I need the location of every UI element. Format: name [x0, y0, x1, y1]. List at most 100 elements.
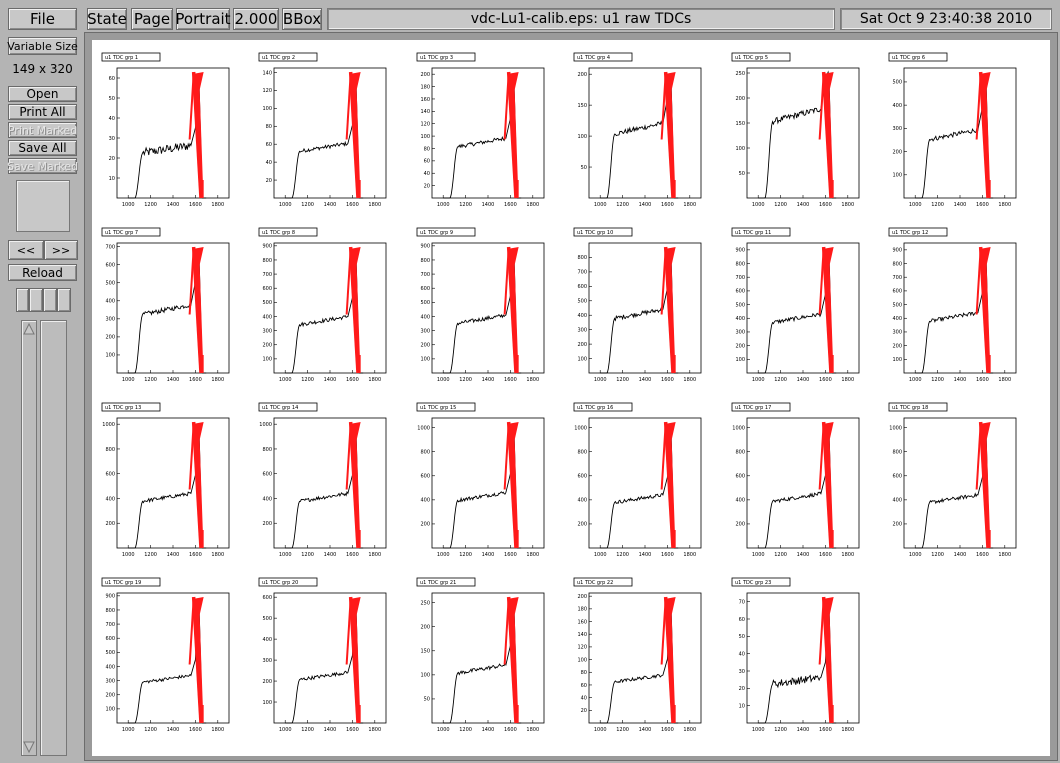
next-page-button[interactable]: >>	[44, 240, 78, 260]
upper-cut-marker	[821, 246, 833, 374]
histogram-line	[915, 76, 994, 199]
panel-title-box	[888, 227, 948, 237]
histogram-line	[443, 253, 522, 374]
y-tick-label: 100	[262, 357, 272, 363]
y-tick-label: 600	[105, 636, 115, 642]
y-tick-label: 800	[892, 261, 902, 267]
histogram-line	[285, 253, 364, 374]
y-tick-label: 600	[262, 286, 272, 292]
y-tick-label: 100	[577, 657, 587, 663]
print-marked-button[interactable]: Print Marked	[7, 122, 78, 138]
bbox-button[interactable]: BBox	[282, 8, 322, 30]
y-tick-label: 100	[262, 700, 272, 706]
y-tick-label: 180	[577, 607, 587, 613]
y-tick-label: 600	[892, 474, 902, 480]
page-mark-toggle-2[interactable]	[29, 288, 43, 312]
y-tick-label: 120	[577, 645, 587, 651]
page-menu-button[interactable]: Page	[131, 8, 173, 30]
cut-marker-stem	[503, 598, 510, 665]
y-tick-label: 200	[420, 522, 430, 528]
y-tick-label: 400	[577, 498, 587, 504]
x-tick-label: 1400	[324, 727, 337, 733]
y-tick-label: 900	[262, 244, 272, 250]
y-tick-label: 700	[892, 275, 902, 281]
y-tick-label: 500	[892, 80, 902, 86]
cut-marker-stem	[660, 248, 667, 315]
cut-marker-stem	[345, 423, 352, 490]
x-tick-label: 1400	[167, 552, 180, 558]
panel-title-box	[101, 577, 161, 587]
y-tick-label: 40	[581, 695, 587, 701]
page-list-scrollbar[interactable]	[21, 320, 37, 756]
save-marked-button[interactable]: Save Marked	[7, 158, 78, 174]
panel-title: u1 TDC grp 12	[892, 230, 928, 236]
upper-cut-marker	[663, 421, 675, 549]
y-tick-label: 30	[739, 669, 745, 675]
scroll-up-arrow-icon[interactable]	[23, 322, 35, 335]
y-tick-label: 500	[420, 300, 430, 306]
panel-title: u1 TDC grp 15	[420, 405, 456, 411]
cut-marker-stem	[975, 73, 982, 140]
y-tick-label: 500	[735, 302, 745, 308]
upper-cut-marker	[348, 246, 360, 374]
tdc-histogram-panel: u1 TDC grp 6 1000 1200 1400 1600 1800 100 200 30…	[888, 52, 1017, 208]
previous-page-button[interactable]: <<	[8, 240, 44, 260]
plot-frame	[116, 592, 230, 724]
cut-marker-stem	[818, 423, 825, 490]
panel-title: u1 TDC grp 16	[577, 405, 613, 411]
y-tick-label: 200	[420, 72, 430, 78]
page-list[interactable]	[40, 320, 67, 756]
cut-marker-stem	[188, 248, 195, 315]
panel-title-box	[101, 402, 161, 412]
histogram-line	[915, 429, 994, 549]
upper-cut-marker	[506, 421, 518, 549]
panel-title: u1 TDC grp 2	[262, 55, 295, 61]
page-thumbnail-area[interactable]	[16, 180, 70, 232]
x-tick-label: 1000	[437, 202, 450, 208]
x-tick-label: 1800	[841, 727, 854, 733]
x-tick-label: 1000	[437, 552, 450, 558]
open-button[interactable]: Open	[8, 86, 77, 102]
reload-button[interactable]: Reload	[8, 264, 77, 281]
scroll-down-arrow-icon[interactable]	[23, 741, 35, 754]
page-mark-toggle-4[interactable]	[57, 288, 71, 312]
tdc-histogram-panel: u1 TDC grp 22 1000 1200 1400 1600 1800 20 40 60 8…	[573, 577, 702, 733]
cut-marker-stem	[503, 73, 510, 140]
panel-title-box	[731, 227, 791, 237]
y-tick-label: 600	[262, 472, 272, 478]
histogram-line	[915, 252, 994, 374]
y-tick-label: 800	[262, 258, 272, 264]
variable-size-button[interactable]: Variable Size	[7, 37, 78, 55]
histogram-line	[285, 80, 364, 199]
y-tick-label: 400	[262, 496, 272, 502]
y-tick-label: 80	[266, 124, 272, 130]
magnification-button[interactable]: 2.000	[233, 8, 279, 30]
x-tick-label: 1200	[774, 377, 787, 383]
orientation-button[interactable]: Portrait	[175, 8, 231, 30]
print-all-button[interactable]: Print All	[8, 104, 77, 120]
page-mark-toggle-3[interactable]	[43, 288, 57, 312]
upper-cut-marker	[506, 71, 518, 199]
plot-frame	[273, 592, 387, 724]
y-tick-label: 400	[735, 316, 745, 322]
y-tick-label: 700	[105, 622, 115, 628]
histogram-line	[128, 81, 207, 199]
file-menu-button[interactable]: File	[8, 8, 77, 30]
x-tick-label: 1000	[437, 377, 450, 383]
panel-title: u1 TDC grp 19	[105, 580, 141, 586]
y-tick-label: 600	[577, 474, 587, 480]
y-tick-label: 200	[105, 335, 115, 341]
state-menu-button[interactable]: State	[87, 8, 127, 30]
y-tick-label: 40	[424, 171, 430, 177]
y-tick-label: 50	[424, 697, 430, 703]
tdc-histogram-panel: u1 TDC grp 13 1000 1200 1400 1600 1800 200 400 6…	[101, 402, 230, 558]
x-tick-label: 1200	[301, 727, 314, 733]
save-all-button[interactable]: Save All	[8, 140, 77, 156]
x-tick-label: 1600	[661, 377, 674, 383]
y-tick-label: 50	[109, 96, 115, 102]
x-tick-label: 1000	[909, 202, 922, 208]
x-tick-label: 1200	[931, 377, 944, 383]
page-mark-toggle-1[interactable]	[16, 288, 29, 312]
x-tick-label: 1600	[661, 202, 674, 208]
document-page: u1 TDC grp 1 1000 1200 1400 1600 1800 10 20 30 40…	[92, 40, 1050, 756]
